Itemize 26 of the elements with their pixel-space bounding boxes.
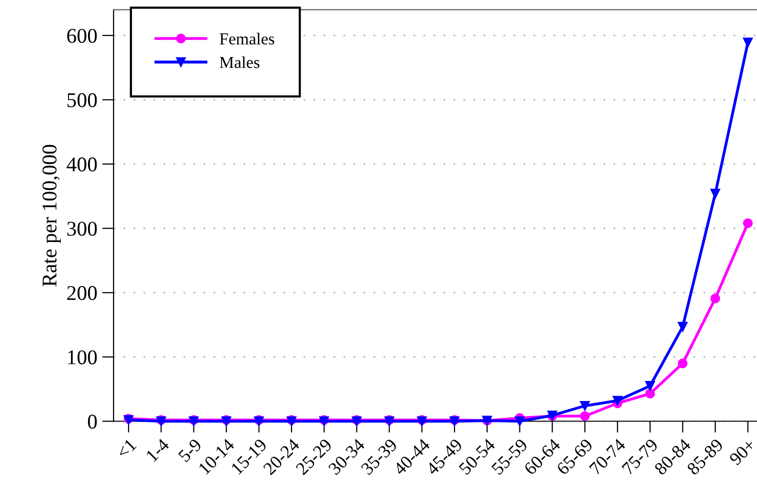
y-tick-label: 300 bbox=[67, 222, 97, 236]
y-tick-label: 100 bbox=[68, 350, 97, 364]
x-tick-label: 5-9 bbox=[178, 438, 202, 462]
point bbox=[580, 411, 590, 421]
x-tick-label: 1-4 bbox=[146, 438, 170, 462]
point bbox=[678, 358, 688, 368]
point bbox=[743, 218, 753, 228]
point bbox=[514, 416, 525, 426]
point bbox=[743, 38, 753, 48]
y-tick-label: 500 bbox=[68, 93, 97, 108]
y-tick-label: 400 bbox=[66, 157, 97, 172]
y-tick-label: 600 bbox=[67, 28, 97, 43]
x-tick-label: 90+ bbox=[728, 438, 756, 466]
point bbox=[645, 388, 655, 398]
y-tick-label: 0 bbox=[88, 414, 97, 429]
x-tick-label: <1 bbox=[116, 438, 137, 460]
y-axis-title: Rate per 100,000 bbox=[42, 144, 61, 286]
legend-label: Females bbox=[220, 32, 274, 45]
y-tick-label: 200 bbox=[67, 286, 97, 300]
point bbox=[645, 381, 655, 391]
point bbox=[678, 322, 688, 332]
point bbox=[710, 294, 720, 304]
point bbox=[612, 396, 622, 406]
legend-label: Males bbox=[220, 56, 260, 68]
point bbox=[710, 188, 720, 198]
point bbox=[580, 400, 590, 411]
